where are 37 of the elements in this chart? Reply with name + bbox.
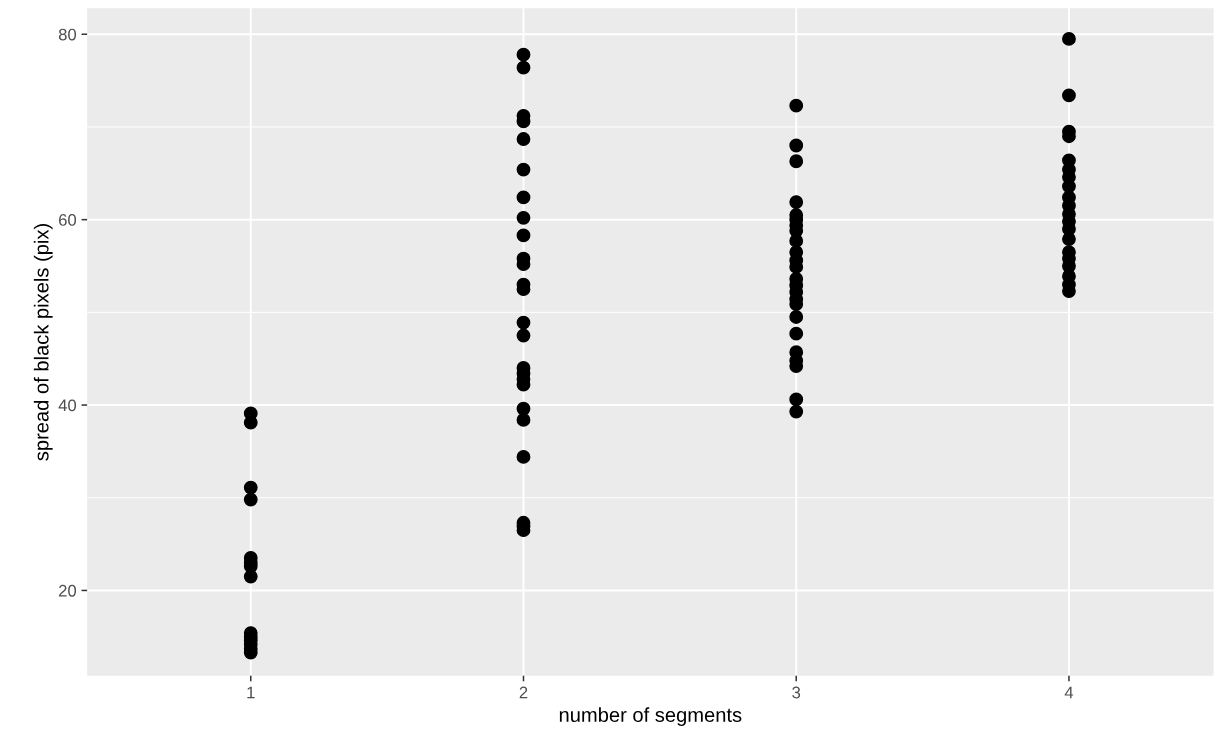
point <box>516 162 531 177</box>
point <box>789 326 804 341</box>
x-tick-label: 2 <box>519 686 528 699</box>
point <box>516 450 531 464</box>
y-tick-label: 80 <box>58 28 77 41</box>
point <box>789 234 804 248</box>
y-tick-label: 40 <box>58 399 77 412</box>
point <box>516 315 531 330</box>
y-axis-title: spread of black pixels (pix) <box>33 224 53 461</box>
point <box>516 328 531 343</box>
x-tick-label: 4 <box>1064 686 1074 699</box>
point <box>789 154 804 169</box>
point <box>516 47 531 62</box>
x-tick-label: 3 <box>792 686 801 699</box>
point <box>243 480 258 495</box>
point <box>1062 179 1076 194</box>
x-tick-label: 1 <box>247 686 255 699</box>
point <box>516 132 531 146</box>
point <box>789 404 804 419</box>
y-tick-label: 20 <box>59 584 77 597</box>
point <box>516 60 531 75</box>
point <box>516 412 531 427</box>
point <box>1062 31 1076 46</box>
point <box>789 138 804 153</box>
point <box>516 228 531 243</box>
point <box>516 210 531 225</box>
y-tick-label: 60 <box>59 214 77 226</box>
point <box>516 190 531 205</box>
point <box>789 392 804 407</box>
point <box>1062 232 1076 247</box>
x-axis-title: number of segments <box>559 707 742 727</box>
point <box>789 98 804 113</box>
point <box>789 195 804 209</box>
point <box>243 492 258 507</box>
point <box>1062 88 1076 103</box>
point <box>789 310 804 324</box>
point <box>243 569 258 584</box>
